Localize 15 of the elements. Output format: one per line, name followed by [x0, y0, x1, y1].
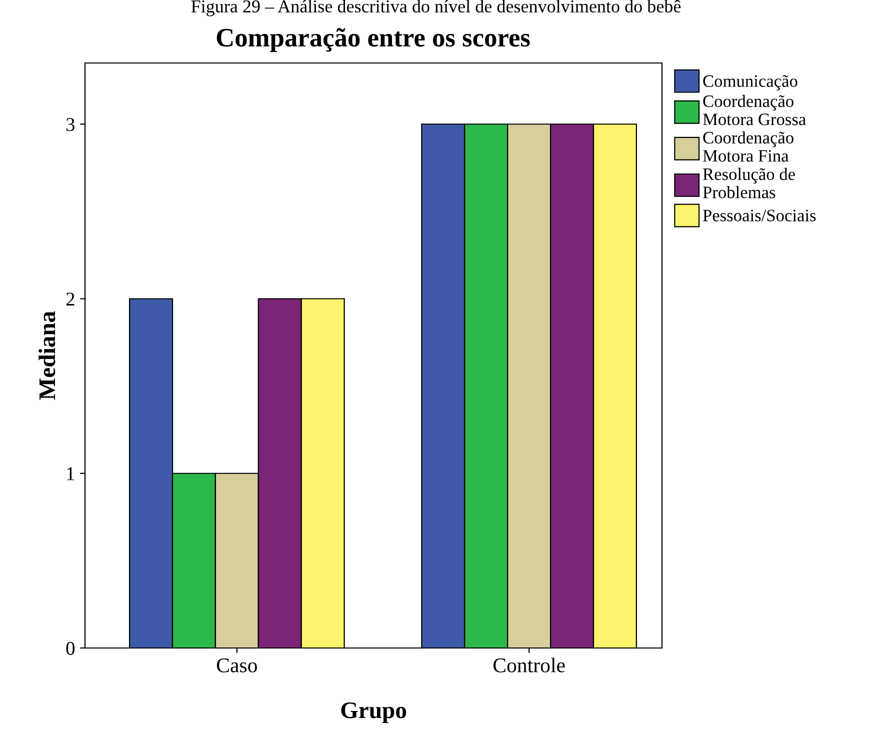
legend-label: Coordenação Motora Fina	[702, 131, 794, 162]
y-axis-title: Mediana	[38, 311, 56, 400]
x-tick-label: Caso	[216, 658, 257, 672]
x-tick-label: Controle	[493, 658, 565, 672]
y-tick-label: 2	[66, 292, 74, 306]
chart-title: Comparação entre os scores	[216, 28, 530, 52]
legend-label: Coordenação Motora Grossa	[702, 94, 806, 126]
x-axis-title: Grupo	[341, 702, 406, 724]
y-tick-label: 3	[66, 118, 75, 132]
legend-label: Pessoais/Sociais	[702, 210, 816, 222]
legend-label: Resolução de Problemas	[702, 168, 795, 198]
y-tick-label: 1	[67, 467, 74, 480]
legend-label: Comunicação	[703, 75, 798, 90]
y-tick-label: 0	[66, 642, 75, 655]
text: Figura 29 – Análise descritiva do nível de desenvolvimento do bebê	[191, 0, 681, 16]
